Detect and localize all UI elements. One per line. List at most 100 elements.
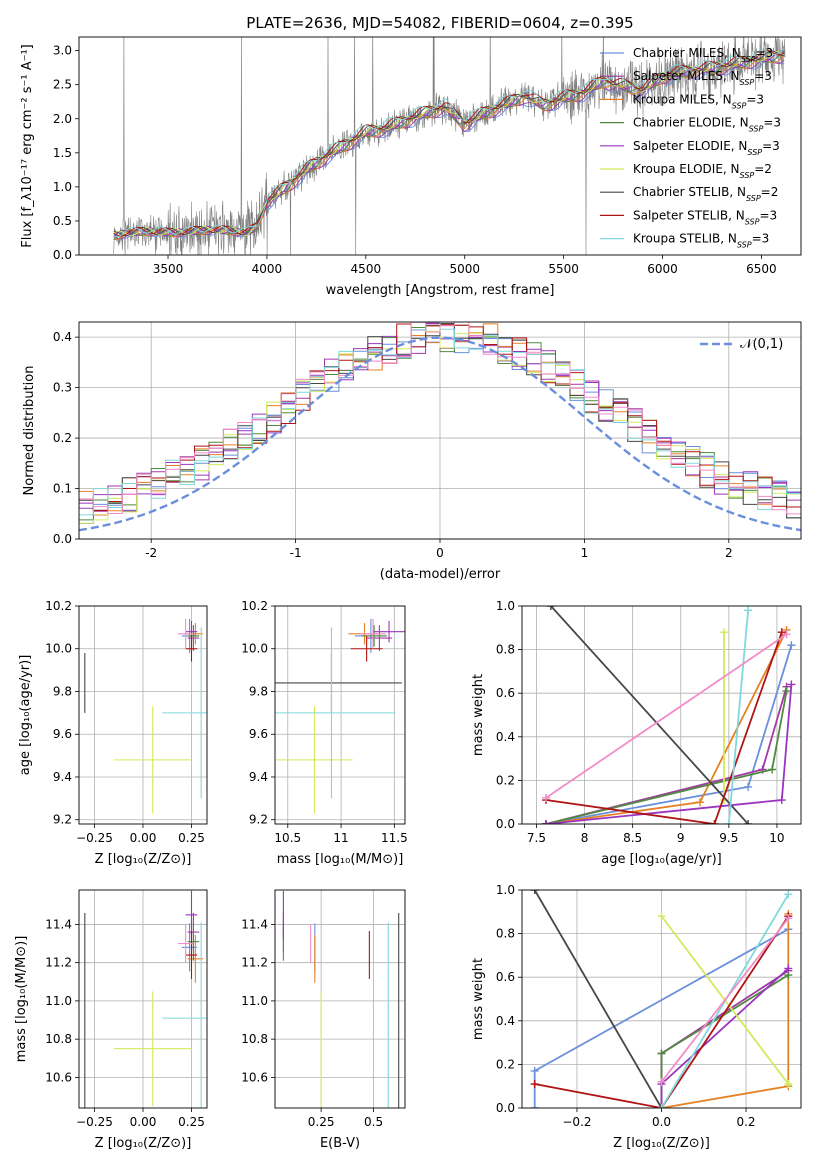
y-tick-label: 10.2 — [45, 599, 72, 613]
errorbar-point — [187, 922, 200, 961]
y-tick-label: 1.0 — [496, 883, 515, 897]
x-tick-label: 10 — [769, 831, 784, 845]
x-tick-label: 0.5 — [364, 1115, 383, 1129]
y-tick-label: 9.2 — [53, 813, 72, 827]
grid-lines — [275, 605, 405, 824]
weight-marker — [777, 796, 786, 805]
y-tick-label: 0.0 — [496, 1101, 515, 1115]
x-axis-label: Z [log₁₀(Z/Z⊙)] — [613, 1136, 710, 1151]
plot-area — [275, 618, 405, 814]
y-axis-label: Normed distribution — [22, 366, 37, 496]
weight-line — [550, 606, 749, 824]
x-tick-label: 3500 — [153, 262, 184, 276]
y-tick-label: 0.4 — [496, 1014, 515, 1028]
x-tick-label: 0.2 — [736, 1115, 755, 1129]
weight-marker — [777, 628, 786, 637]
x-tick-label: 6000 — [647, 262, 678, 276]
legend-entry: Chabrier ELODIE, NSSP=3 — [633, 116, 781, 134]
y-tick-label: 11.2 — [241, 956, 268, 970]
weight-line — [534, 915, 790, 1108]
errorbar-point — [185, 890, 198, 939]
plot-area — [84, 890, 207, 1108]
weight-vs-metallicity-panel: −0.2 0.0 0.2 0.0 0.2 0.4 0.6 0.8 1.0 Z [log₁₀(Z/Z… — [471, 883, 802, 1151]
weight-marker — [782, 687, 791, 696]
weight-marker — [744, 606, 753, 615]
y-tick-label: 11.2 — [45, 956, 72, 970]
errorbar-point — [187, 625, 200, 647]
legend-entry: Chabrier MILES, NSSP=3 — [633, 46, 773, 64]
y-tick-label: 0.3 — [53, 381, 72, 395]
x-tick-label: -2 — [145, 546, 157, 560]
weight-line — [546, 684, 793, 824]
legend-entry: Kroupa MILES, NSSP=3 — [633, 92, 764, 110]
axes-frame — [78, 36, 802, 256]
weight-marker — [657, 1049, 666, 1058]
x-tick-label: −0.25 — [76, 831, 113, 845]
weight-marker — [542, 820, 551, 824]
mass-vs-metallicity-panel: −0.25 0.00 0.25 10.6 10.8 11.0 11.2 11.4 Z [log₁… — [14, 889, 208, 1151]
y-tick-label: 10.8 — [45, 1032, 72, 1046]
weight-marker — [657, 912, 666, 921]
weight-marker — [720, 628, 729, 637]
x-tick-label: 11.5 — [381, 831, 408, 845]
grid-lines — [522, 605, 801, 825]
errorbar-point — [366, 625, 393, 651]
model-spectrum-line — [113, 47, 785, 238]
axes: 10.5 11 11.5 9.2 9.4 9.6 9.8 10.0 10.2 mass [log₁… — [241, 599, 407, 867]
y-tick-label: 0.2 — [53, 431, 72, 445]
weight-marker — [710, 820, 719, 824]
y-tick-label: 1.0 — [53, 180, 72, 194]
weight-marker — [768, 765, 777, 774]
x-tick-label: -1 — [290, 546, 302, 560]
errorbar-point — [162, 627, 207, 799]
weight-marker — [695, 798, 704, 807]
age-vs-metallicity-panel: −0.25 0.00 0.25 9.2 9.4 9.6 9.8 10.0 10.2 Z [log₁… — [18, 599, 208, 867]
x-tick-label: 7.5 — [527, 831, 546, 845]
weight-vs-age-panel: 7.5 8 8.5 9 9.5 10 0.0 0.2 0.4 0.6 0.8 1.0 age [log₁… — [471, 599, 802, 867]
errorbar-point — [350, 635, 383, 662]
y-tick-label: 11.0 — [45, 994, 72, 1008]
weight-marker — [744, 820, 753, 824]
residual-histogram-panel: -2 -1 0 1 2 0.0 0.1 0.2 0.3 0.4 (data-model)/error… — [22, 321, 802, 582]
errorbar-point — [113, 991, 192, 1107]
weight-line — [727, 610, 749, 824]
legend-entry: Salpeter MILES, NSSP=3 — [633, 69, 772, 87]
y-tick-label: 0.0 — [53, 532, 72, 546]
y-tick-label: 0.8 — [496, 927, 515, 941]
weight-line — [660, 974, 789, 1108]
x-tick-label: 0.0 — [652, 1115, 671, 1129]
errorbar-point — [177, 924, 194, 963]
x-tick-label: 0.00 — [130, 1115, 157, 1129]
grid-lines — [275, 890, 405, 1108]
weight-marker — [724, 820, 733, 824]
y-tick-label: 0.5 — [53, 214, 72, 228]
errorbar-point — [275, 627, 396, 799]
weight-marker — [530, 1066, 539, 1075]
weight-line — [660, 969, 789, 1108]
y-axis-label: mass weight — [471, 674, 486, 756]
weight-marker — [784, 1080, 793, 1089]
y-tick-label: 10.0 — [45, 642, 72, 656]
errorbar-point — [113, 706, 192, 814]
x-tick-label: 0.25 — [178, 1115, 205, 1129]
x-tick-label: 8.5 — [623, 831, 642, 845]
errorbar-point — [181, 923, 198, 972]
spectrum-legend: Chabrier MILES, NSSP=3 Salpeter MILES, NS… — [600, 46, 781, 249]
y-tick-label: 2.0 — [53, 112, 72, 126]
y-tick-label: 10.8 — [241, 1032, 268, 1046]
weight-marker — [782, 630, 791, 639]
x-tick-label: 6500 — [746, 262, 777, 276]
x-tick-label: 0.25 — [178, 831, 205, 845]
x-tick-label: 10.5 — [274, 831, 301, 845]
errorbar-point — [373, 620, 405, 643]
y-tick-label: 0.1 — [53, 482, 72, 496]
weight-line — [545, 644, 793, 824]
mass-vs-ebv-panel: 0.25 0.5 10.6 10.8 11.0 11.2 11.4 E(B-V) — [241, 889, 406, 1151]
plot-area — [113, 37, 786, 255]
axes: −0.2 0.0 0.2 0.0 0.2 0.4 0.6 0.8 1.0 Z [log₁₀(Z/Z… — [471, 883, 802, 1151]
axes: −0.25 0.00 0.25 10.6 10.8 11.0 11.2 11.4 Z [log₁… — [14, 889, 208, 1151]
y-tick-label: 10.0 — [241, 642, 268, 656]
x-tick-label: −0.25 — [76, 1115, 113, 1129]
weight-marker — [784, 964, 793, 973]
weight-marker — [784, 914, 793, 923]
